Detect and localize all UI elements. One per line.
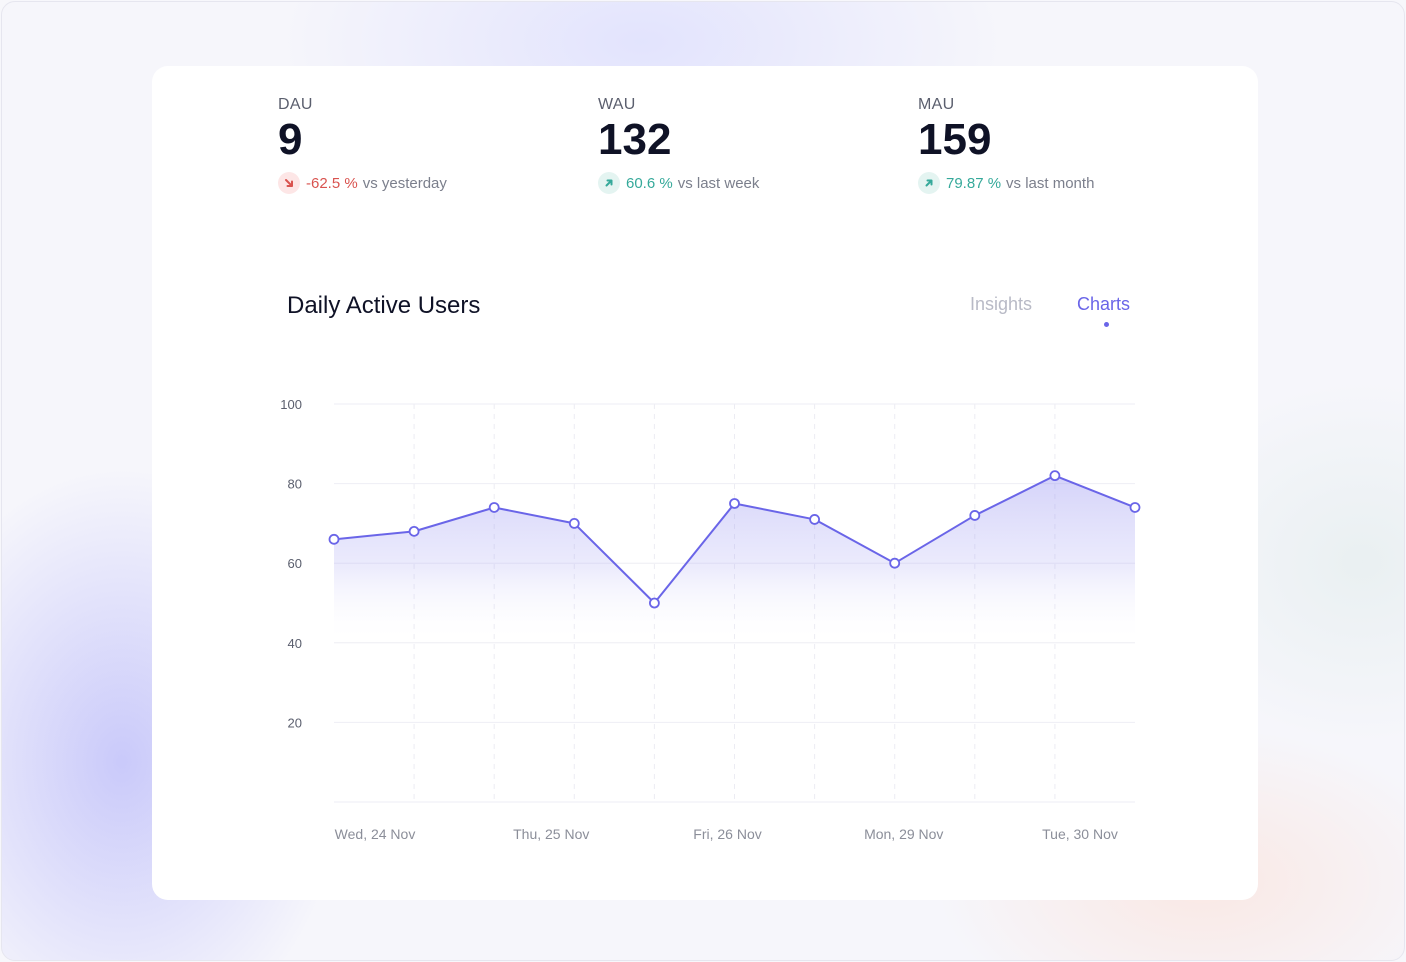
trend-up-icon — [918, 172, 940, 194]
data-point — [568, 517, 580, 529]
kpi-mau: MAU 159 79.87 % vs last month — [918, 96, 1218, 194]
kpi-delta: -62.5 % vs yesterday — [278, 172, 578, 194]
data-point — [648, 597, 660, 609]
kpi-label: MAU — [918, 96, 955, 113]
x-tick-label: Tue, 30 Nov — [1042, 826, 1118, 842]
series-area — [334, 475, 1135, 643]
delta-percent: -62.5 % — [306, 174, 358, 192]
daily-active-users-chart: 20 40 60 80 100 Wed, 24 Nov Thu, 25 Nov Fri, 2… — [280, 397, 1141, 842]
data-point — [969, 510, 981, 521]
trend-down-icon — [278, 172, 300, 194]
data-point — [809, 514, 820, 525]
x-tick-label: Wed, 24 Nov — [335, 826, 416, 842]
y-tick-label: 20 — [288, 715, 302, 730]
tab-insights[interactable]: Insights — [970, 294, 1033, 314]
kpi-value: 159 — [918, 115, 992, 164]
kpi-value: 9 — [278, 115, 303, 164]
chart-title: Daily Active Users — [287, 292, 481, 319]
y-tick-label: 40 — [288, 636, 302, 651]
y-tick-label: 60 — [288, 556, 302, 571]
data-point — [408, 525, 420, 537]
y-tick-label: 80 — [288, 477, 302, 492]
kpi-delta: 60.6 % vs last week — [598, 172, 898, 194]
kpi-dau: DAU 9 -62.5 % vs yesterday — [278, 96, 578, 194]
data-point — [729, 498, 740, 509]
delta-caption: vs yesterday — [362, 174, 447, 192]
x-tick-label: Thu, 25 Nov — [513, 826, 589, 842]
kpi-label: DAU — [278, 96, 313, 113]
kpi-value: 132 — [598, 115, 672, 164]
data-point — [1049, 470, 1061, 482]
delta-caption: vs last month — [1006, 174, 1095, 192]
data-point — [488, 502, 500, 513]
x-tick-label: Fri, 26 Nov — [693, 826, 761, 842]
trend-up-icon — [598, 172, 620, 194]
data-point — [889, 557, 901, 569]
kpi-label: WAU — [598, 96, 636, 113]
tab-charts[interactable]: Charts — [1077, 294, 1131, 314]
y-tick-label: 100 — [280, 397, 302, 412]
data-point — [1129, 502, 1141, 513]
delta-percent: 60.6 % — [626, 174, 673, 192]
x-tick-label: Mon, 29 Nov — [864, 826, 943, 842]
delta-caption: vs last week — [677, 174, 760, 192]
analytics-card: DAU 9 -62.5 % vs yesterday WAU 132 60.6 … — [152, 66, 1258, 900]
kpi-delta: 79.87 % vs last month — [918, 172, 1218, 194]
delta-percent: 79.87 % — [946, 174, 1002, 192]
data-point — [328, 533, 340, 545]
kpi-wau: WAU 132 60.6 % vs last week — [598, 96, 898, 194]
active-tab-indicator — [1104, 322, 1109, 327]
